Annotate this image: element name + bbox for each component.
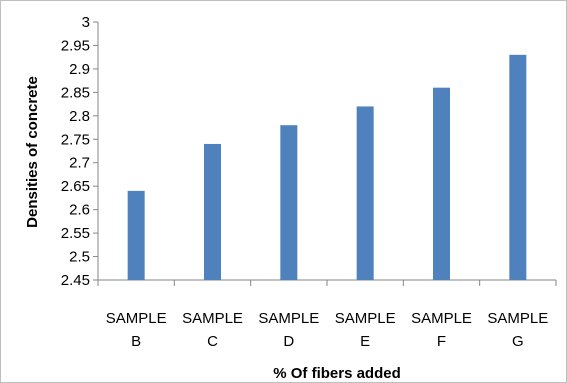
bar: [204, 143, 221, 280]
y-tick-label: 2.8: [69, 108, 90, 125]
y-tick-label: 2.55: [61, 225, 90, 242]
y-tick-label: 2.9: [69, 61, 90, 78]
x-axis-title: % Of fibers added: [273, 365, 401, 382]
y-tick-label: 2.6: [69, 202, 90, 219]
y-tick-label: 2.75: [61, 131, 90, 148]
y-tick-label: 2.85: [61, 84, 90, 101]
x-tick-label: SAMPLE: [411, 310, 472, 327]
x-tick-label: SAMPLE: [106, 310, 167, 327]
x-tick-label: SAMPLE: [335, 310, 396, 327]
bar: [280, 125, 298, 280]
y-tick-label: 2.95: [61, 37, 90, 54]
x-tick-label: C: [207, 333, 218, 350]
y-tick-label: 2.7: [69, 155, 90, 172]
y-axis-title: Densities of concrete: [24, 76, 41, 228]
y-tick-label: 2.45: [61, 272, 90, 289]
x-tick-label: SAMPLE: [258, 310, 319, 327]
x-tick-label: B: [131, 333, 141, 350]
x-tick-label: F: [437, 333, 446, 350]
bar: [509, 54, 527, 280]
bar: [356, 106, 374, 280]
x-tick-label: E: [360, 333, 370, 350]
x-tick-label: SAMPLE: [182, 310, 243, 327]
x-tick-label: SAMPLE: [487, 310, 548, 327]
x-tick-label: G: [512, 333, 524, 350]
y-tick-label: 2.5: [69, 249, 90, 266]
bar: [127, 190, 145, 280]
y-tick-label: 2.65: [61, 178, 90, 195]
y-tick-label: 3: [82, 14, 90, 31]
x-tick-label: D: [283, 333, 294, 350]
bar: [433, 87, 450, 280]
